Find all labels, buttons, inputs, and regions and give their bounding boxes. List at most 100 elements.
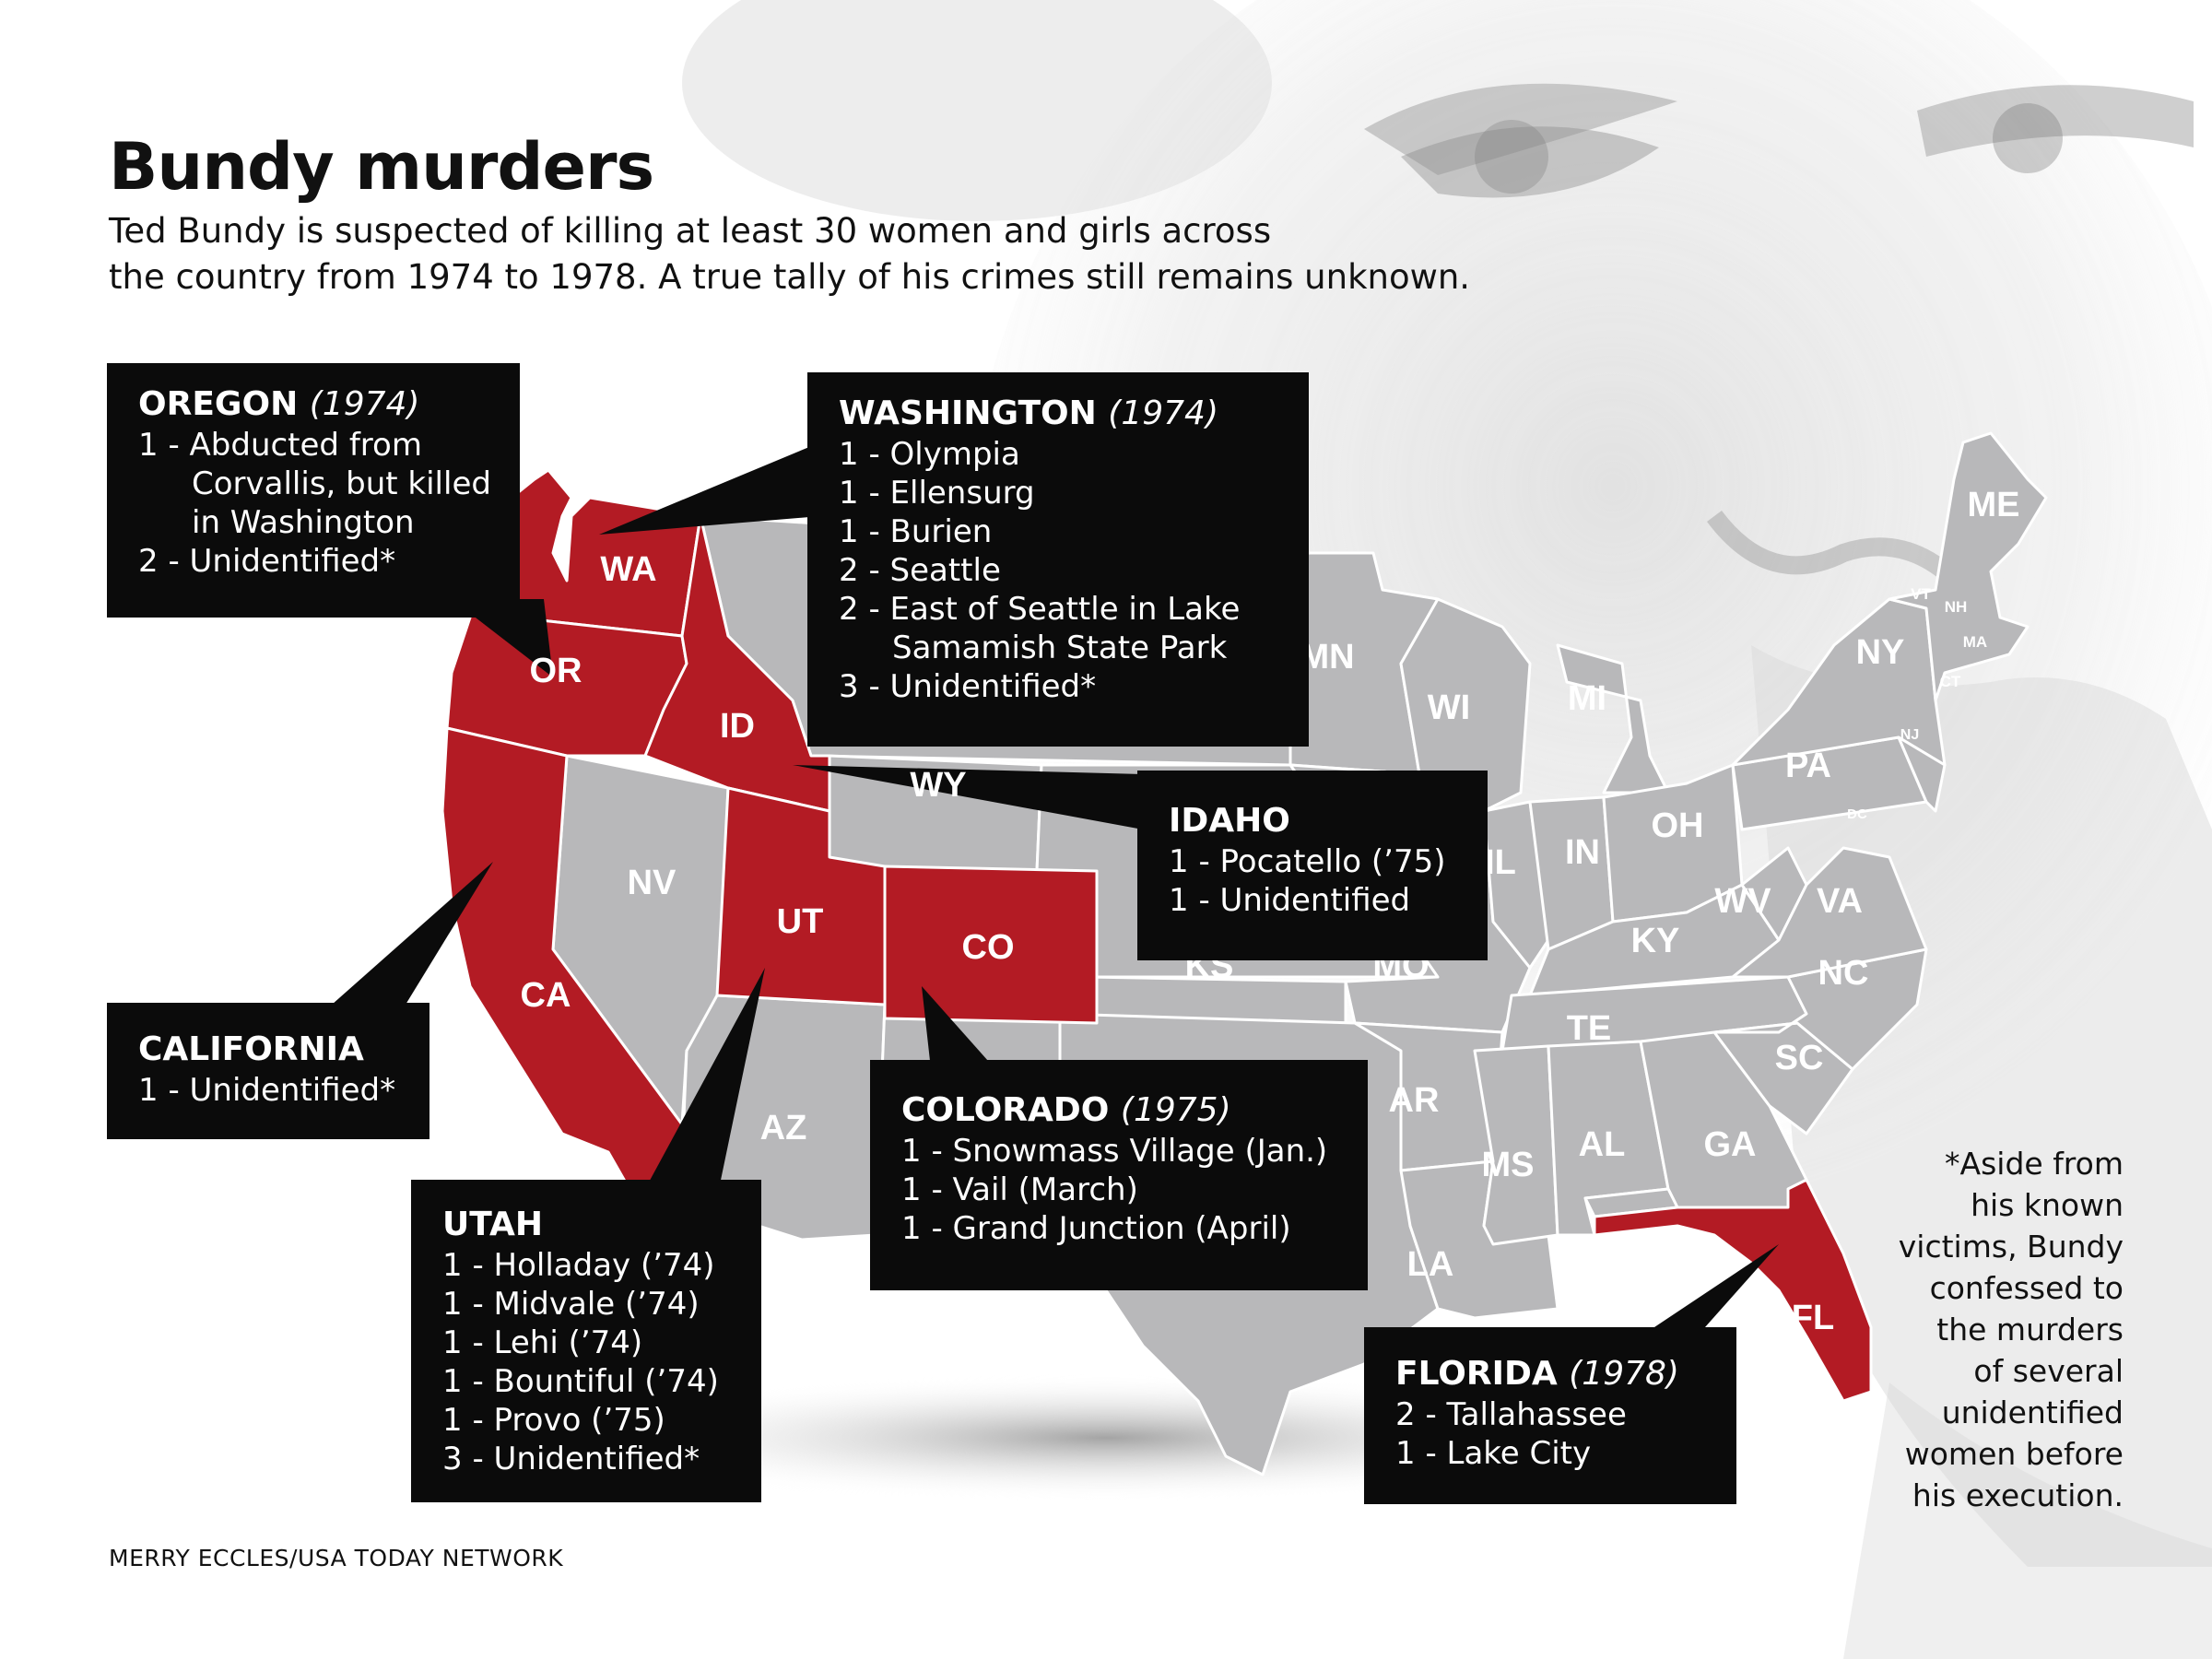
idaho-callout: IDAHO 1 - Pocatello (’75) 1 - Unidentifi… xyxy=(1137,771,1488,960)
florida-heading: FLORIDA (1978) xyxy=(1395,1353,1705,1395)
utah-line-6: 3 - Unidentified* xyxy=(442,1441,700,1477)
label-ut: UT xyxy=(777,902,824,941)
label-nv: NV xyxy=(628,864,677,902)
pointer-california xyxy=(332,862,493,1005)
state-nj xyxy=(1897,735,1947,813)
oregon-line-1: 1 - Abducted from xyxy=(138,427,422,464)
state-new-england xyxy=(1888,431,2048,702)
label-or: OR xyxy=(530,652,582,690)
idaho-line-2: 1 - Unidentified xyxy=(1169,882,1411,919)
label-nj: NJ xyxy=(1900,727,1919,743)
footnote-line-7: unidentified xyxy=(1941,1394,2124,1430)
oregon-heading: OREGON (1974) xyxy=(138,383,488,426)
label-nc: NC xyxy=(1818,954,1869,993)
label-dc: DC xyxy=(1847,806,1867,822)
label-az: AZ xyxy=(760,1109,807,1147)
page-subtitle: Ted Bundy is suspected of killing at lea… xyxy=(109,208,1583,300)
footnote-line-1: *Aside from xyxy=(1945,1146,2124,1182)
label-te: TE xyxy=(1567,1009,1612,1048)
washington-year: (1974) xyxy=(1108,394,1219,432)
florida-state: FLORIDA xyxy=(1395,1355,1558,1393)
pointer-colorado xyxy=(922,986,995,1069)
label-wy: WY xyxy=(910,766,966,805)
idaho-line-1: 1 - Pocatello (’75) xyxy=(1169,843,1446,880)
label-mi: MI xyxy=(1568,679,1606,718)
page-title: Bundy murders xyxy=(109,129,654,205)
label-in: IN xyxy=(1565,833,1600,872)
colorado-line-3: 1 - Grand Junction (April) xyxy=(901,1210,1291,1247)
label-mn: MN xyxy=(1300,638,1354,677)
california-heading: CALIFORNIA xyxy=(138,1030,364,1068)
label-ar: AR xyxy=(1389,1081,1440,1120)
colorado-heading: COLORADO (1975) xyxy=(901,1089,1336,1132)
label-ga: GA xyxy=(1704,1125,1757,1164)
label-id: ID xyxy=(720,707,755,746)
oregon-callout: OREGON (1974) 1 - Abducted from Corvalli… xyxy=(107,363,520,618)
footnote-line-4: confessed to xyxy=(1929,1270,2124,1306)
label-ky: KY xyxy=(1631,922,1680,960)
washington-line-1: 1 - Olympia xyxy=(839,436,1020,473)
utah-line-1: 1 - Holladay (’74) xyxy=(442,1247,715,1284)
washington-callout: WASHINGTON (1974) 1 - Olympia 1 - Ellens… xyxy=(807,372,1309,747)
colorado-callout: COLORADO (1975) 1 - Snowmass Village (Ja… xyxy=(870,1060,1368,1290)
label-nh: NH xyxy=(1945,598,1968,616)
florida-line-2: 1 - Lake City xyxy=(1395,1435,1592,1472)
washington-line-3: 1 - Burien xyxy=(839,513,993,550)
pointer-washington xyxy=(599,442,820,535)
label-vt: VT xyxy=(1911,585,1931,603)
florida-callout: FLORIDA (1978) 2 - Tallahassee 1 - Lake … xyxy=(1364,1327,1736,1504)
pointer-idaho xyxy=(793,765,1143,830)
pointer-utah xyxy=(645,968,765,1189)
footnote-line-6: of several xyxy=(1973,1353,2124,1389)
utah-line-5: 1 - Provo (’75) xyxy=(442,1402,665,1439)
label-sc: SC xyxy=(1775,1039,1824,1077)
label-wa: WA xyxy=(600,550,656,589)
colorado-line-2: 1 - Vail (March) xyxy=(901,1171,1138,1208)
colorado-line-1: 1 - Snowmass Village (Jan.) xyxy=(901,1133,1328,1170)
pointer-florida xyxy=(1641,1244,1779,1336)
subtitle-line-2: the country from 1974 to 1978. A true ta… xyxy=(109,257,1471,297)
label-wi: WI xyxy=(1428,688,1470,727)
label-fl: FL xyxy=(1792,1299,1834,1337)
washington-line-5: 2 - East of Seattle in Lake xyxy=(839,591,1241,628)
washington-state: WASHINGTON xyxy=(839,394,1097,432)
washington-line-6: Samamish State Park xyxy=(892,629,1228,666)
idaho-heading: IDAHO xyxy=(1169,802,1290,840)
california-callout: CALIFORNIA 1 - Unidentified* xyxy=(107,1003,429,1139)
utah-line-2: 1 - Midvale (’74) xyxy=(442,1286,700,1323)
label-co: CO xyxy=(962,928,1015,967)
label-al: AL xyxy=(1579,1125,1626,1164)
oregon-year: (1974) xyxy=(309,385,420,423)
state-fl xyxy=(1593,1178,1873,1403)
label-pa: PA xyxy=(1785,747,1831,785)
washington-line-4: 2 - Seattle xyxy=(839,552,1001,589)
footnote-line-3: victims, Bundy xyxy=(1898,1229,2124,1265)
utah-heading: UTAH xyxy=(442,1206,543,1243)
label-ms: MS xyxy=(1482,1146,1535,1184)
label-ma: MA xyxy=(1963,633,1987,651)
credit-line: MERRY ECCLES/USA TODAY NETWORK xyxy=(109,1545,564,1571)
colorado-year: (1975) xyxy=(1120,1091,1231,1129)
footnote-line-5: the murders xyxy=(1936,1312,2124,1347)
state-il xyxy=(1482,800,1550,970)
label-la: LA xyxy=(1407,1245,1454,1284)
label-oh: OH xyxy=(1652,806,1704,845)
florida-year: (1978) xyxy=(1569,1355,1679,1393)
utah-callout: UTAH 1 - Holladay (’74) 1 - Midvale (’74… xyxy=(411,1180,761,1502)
washington-heading: WASHINGTON (1974) xyxy=(839,393,1277,435)
label-ca: CA xyxy=(521,976,571,1015)
utah-line-4: 1 - Bountiful (’74) xyxy=(442,1363,719,1400)
oregon-line-2: Corvallis, but killed xyxy=(192,465,491,502)
oregon-state: OREGON xyxy=(138,385,299,423)
label-ct: CT xyxy=(1940,673,1961,690)
washington-line-2: 1 - Ellensurg xyxy=(839,475,1035,512)
pointer-oregon xyxy=(452,599,553,677)
california-line-1: 1 - Unidentified* xyxy=(138,1072,396,1109)
florida-line-1: 2 - Tallahassee xyxy=(1395,1396,1627,1433)
state-va xyxy=(1731,846,1928,979)
state-nc xyxy=(1712,947,1928,1071)
oregon-line-3: in Washington xyxy=(192,504,415,541)
label-va: VA xyxy=(1817,882,1863,921)
label-ny: NY xyxy=(1856,633,1905,672)
callout-pointers xyxy=(332,442,1779,1336)
